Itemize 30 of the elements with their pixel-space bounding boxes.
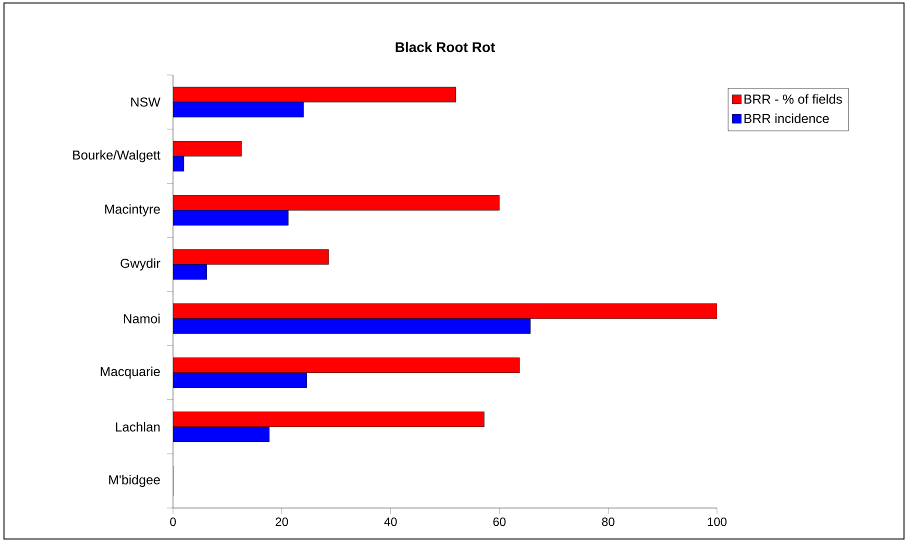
bar (173, 372, 308, 388)
y-tick-label: NSW (131, 97, 160, 107)
x-tick-label: 60 (493, 518, 506, 526)
bar (173, 210, 289, 226)
bar (173, 303, 718, 319)
legend-label: BRR - % of fields (744, 94, 842, 104)
bar (173, 140, 242, 156)
x-tick-label: 100 (708, 518, 727, 526)
bar (173, 249, 329, 265)
bar (173, 102, 304, 118)
bar (173, 357, 520, 373)
bar (173, 264, 207, 280)
bar (173, 426, 270, 442)
x-tick-label: 20 (276, 518, 288, 526)
bar (173, 86, 456, 102)
chart-title: Black Root Rot (396, 42, 495, 52)
x-tick-label: 80 (602, 518, 614, 526)
bar (173, 318, 531, 334)
legend-label: BRR incidence (744, 114, 829, 124)
y-tick-label: Gwydir (120, 258, 160, 271)
y-tick-label: M'bidgee (109, 474, 160, 488)
y-tick-label: Macquarie (100, 366, 160, 379)
y-tick-label: Lachlan (116, 422, 160, 432)
bar (173, 412, 484, 428)
y-tick-label: Bourke/Walgett (73, 150, 160, 162)
y-tick-label: Macintyre (105, 204, 160, 216)
x-tick-label: 0 (170, 518, 176, 526)
y-tick-label: Namoi (124, 314, 160, 324)
bar (173, 195, 500, 211)
x-tick-label: 40 (384, 518, 397, 526)
